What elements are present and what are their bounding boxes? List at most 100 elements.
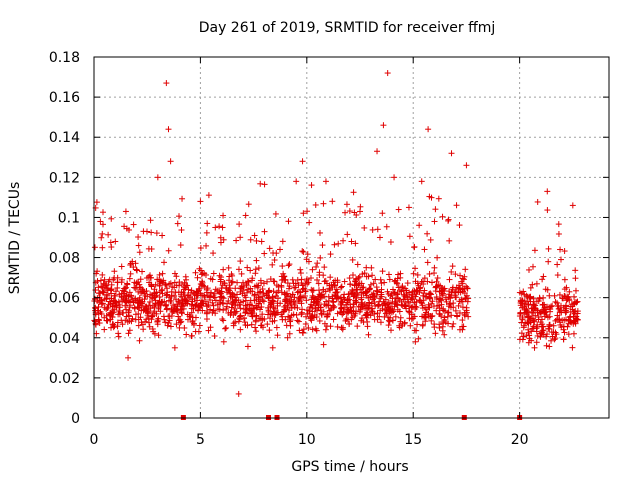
- plot-frame: [93, 56, 610, 419]
- data-point: [192, 269, 199, 276]
- data-point: [516, 336, 523, 343]
- data-point: [342, 209, 349, 216]
- data-point: [415, 335, 422, 342]
- data-point: [371, 293, 378, 300]
- data-point: [434, 275, 441, 282]
- data-point: [290, 280, 297, 287]
- data-point: [432, 206, 439, 213]
- data-point: [244, 278, 251, 285]
- data-point: [449, 263, 456, 270]
- data-point: [528, 328, 535, 335]
- data-point: [557, 256, 564, 263]
- data-point: [186, 294, 193, 301]
- data-point: [273, 250, 280, 257]
- data-point: [399, 302, 406, 309]
- data-points: [91, 70, 581, 397]
- data-point: [463, 304, 470, 311]
- data-point-peak: [252, 318, 259, 325]
- data-point: [167, 323, 174, 330]
- data-point: [146, 323, 153, 330]
- data-point: [243, 280, 250, 287]
- data-point: [568, 301, 575, 308]
- data-point: [313, 263, 320, 270]
- data-point: [462, 266, 469, 273]
- data-point: [241, 319, 248, 326]
- data-point: [337, 308, 344, 315]
- data-point-peak: [348, 238, 355, 245]
- data-point: [304, 208, 311, 215]
- data-point: [374, 288, 381, 295]
- data-point: [347, 304, 354, 311]
- x-axis-ticks: 0 5 10 15 20: [90, 57, 529, 448]
- data-point-peak: [380, 122, 387, 129]
- data-point: [354, 323, 361, 330]
- data-point: [298, 311, 305, 318]
- data-point: [412, 265, 419, 272]
- data-point: [377, 295, 384, 302]
- data-point: [296, 327, 303, 334]
- data-point: [337, 300, 344, 307]
- data-point: [375, 301, 382, 308]
- data-point-peak: [525, 326, 532, 333]
- data-point: [377, 276, 384, 283]
- data-point: [259, 286, 266, 293]
- data-point: [546, 343, 553, 350]
- data-point: [335, 240, 342, 247]
- data-point: [372, 302, 379, 309]
- data-point: [531, 318, 538, 325]
- data-point: [325, 297, 332, 304]
- data-point: [179, 300, 186, 307]
- data-point: [557, 307, 564, 314]
- data-point: [252, 270, 259, 277]
- data-point: [439, 213, 446, 220]
- data-point: [551, 292, 558, 299]
- data-point: [410, 315, 417, 322]
- data-point: [148, 246, 155, 253]
- data-point: [316, 229, 323, 236]
- data-point: [419, 313, 426, 320]
- data-point: [277, 300, 284, 307]
- data-point: [358, 280, 365, 287]
- data-point: [175, 313, 182, 320]
- data-point: [340, 294, 347, 301]
- data-point: [271, 317, 278, 324]
- data-point-peak: [125, 354, 132, 361]
- data-point-peak: [440, 290, 447, 297]
- data-point: [327, 251, 334, 258]
- data-point: [136, 249, 143, 256]
- data-point: [533, 339, 540, 346]
- data-point: [222, 325, 229, 332]
- data-point-peak: [129, 258, 136, 265]
- data-point: [552, 317, 559, 324]
- data-point: [371, 310, 378, 317]
- data-point: [385, 317, 392, 324]
- data-point: [260, 298, 267, 305]
- data-point: [425, 304, 432, 311]
- data-point: [533, 328, 540, 335]
- data-point: [151, 294, 158, 301]
- data-point: [574, 298, 581, 305]
- data-point: [216, 223, 223, 230]
- data-point: [132, 285, 139, 292]
- data-point: [96, 320, 103, 327]
- data-point: [372, 276, 379, 283]
- data-point: [365, 331, 372, 338]
- data-point-peak: [544, 188, 551, 195]
- data-point: [218, 293, 225, 300]
- data-point-peak: [569, 202, 576, 209]
- data-point: [428, 313, 435, 320]
- data-point: [378, 289, 385, 296]
- data-point: [200, 282, 207, 289]
- data-point: [445, 216, 452, 223]
- data-point: [295, 297, 302, 304]
- data-point: [459, 304, 466, 311]
- data-point: [219, 224, 226, 231]
- data-point: [260, 324, 267, 331]
- data-point: [349, 286, 356, 293]
- data-point: [300, 210, 307, 217]
- data-point: [163, 292, 170, 299]
- data-point-peak: [574, 316, 581, 323]
- data-point: [444, 309, 451, 316]
- y-tick-label: 0.06: [49, 291, 80, 307]
- data-point: [220, 317, 227, 324]
